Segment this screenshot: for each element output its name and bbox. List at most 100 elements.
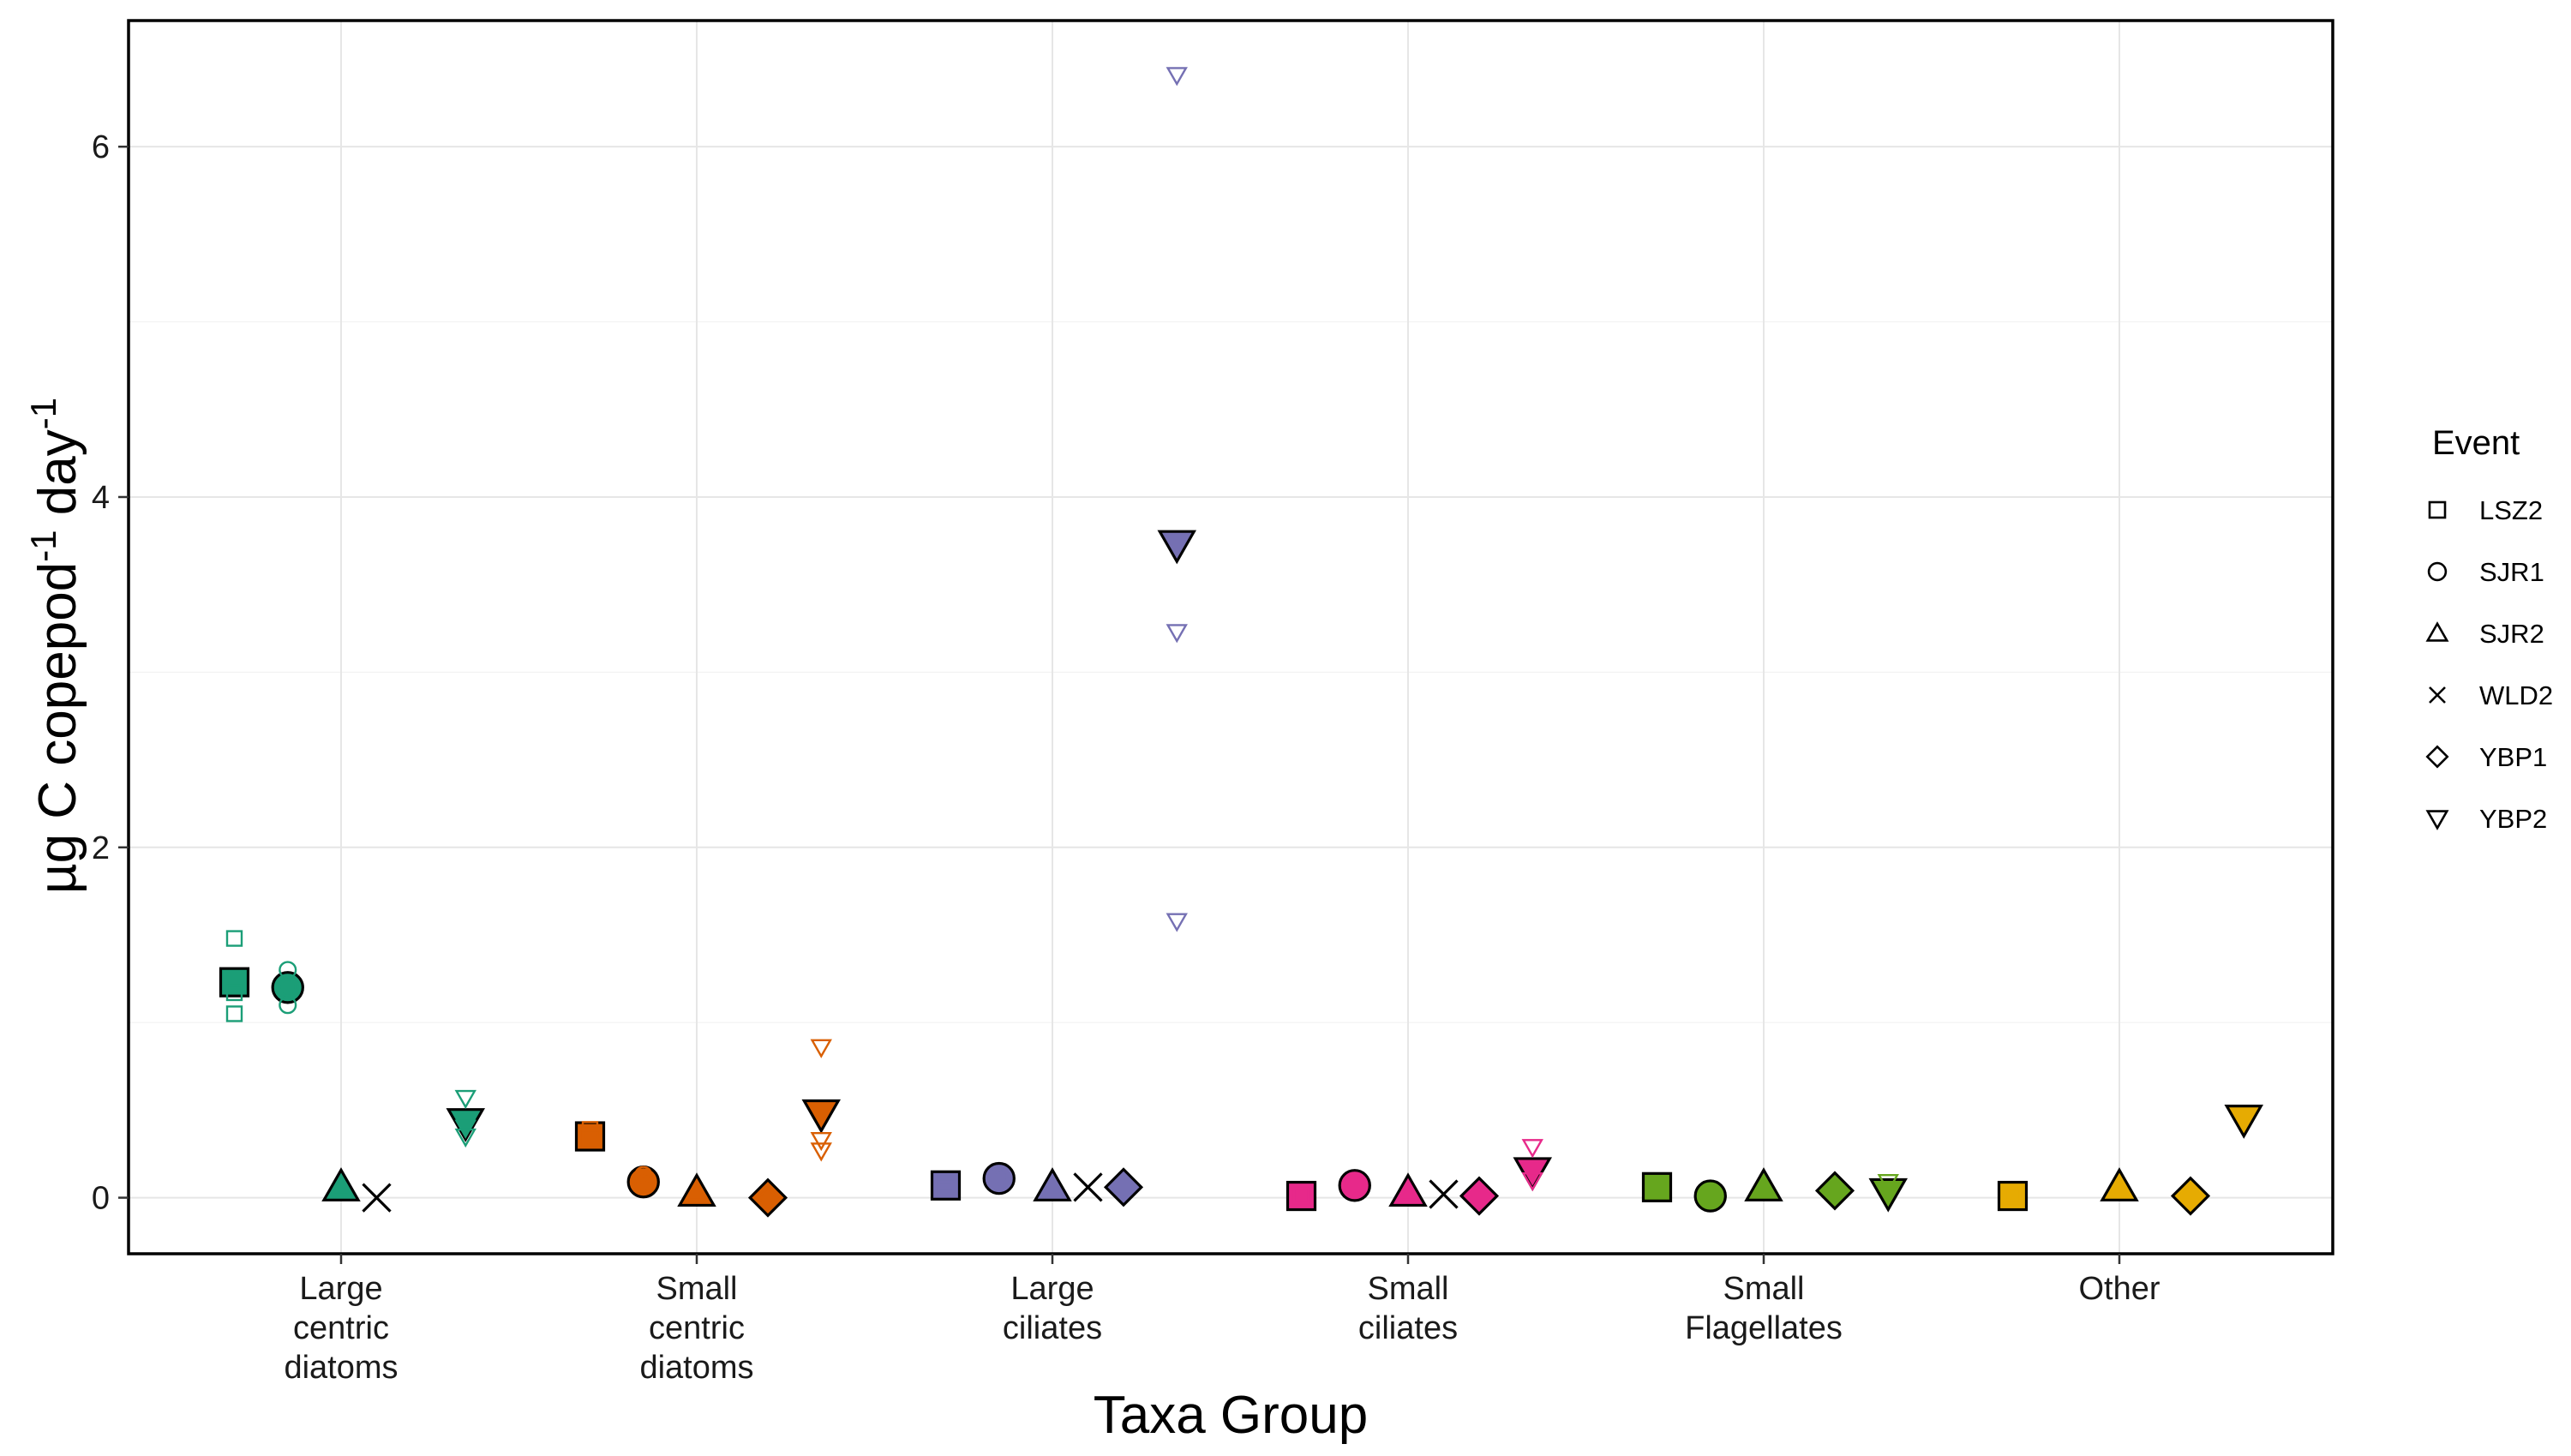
replicate-point (757, 1186, 779, 1209)
replicate-point (1753, 1174, 1775, 1194)
replicate-point (1701, 1186, 1720, 1206)
legend-key-triangle-down-icon (2425, 810, 2449, 830)
y-tick-label: 6 (92, 129, 110, 165)
replicate-point (1468, 1184, 1490, 1207)
y-tick-label: 4 (92, 480, 110, 516)
mean-point (1286, 1180, 1317, 1212)
mean-point (1388, 1172, 1428, 1207)
replicate-point (454, 1089, 476, 1110)
replicate-point (1292, 1187, 1310, 1205)
mean-point (747, 1177, 788, 1218)
mean-point (801, 1099, 842, 1134)
replicate-point (1521, 1139, 1543, 1159)
legend-item: LSZ2 (2428, 495, 2543, 525)
replicate-point (634, 1165, 653, 1184)
mean-point (574, 1121, 606, 1152)
replicate-point (810, 1039, 832, 1058)
mean-point (1641, 1171, 1673, 1202)
mean-point (1429, 1179, 1459, 1209)
y-axis-title-superscript-2: -1 (23, 398, 63, 429)
y-axis-title-superscript-1: -1 (23, 530, 63, 561)
replicate-point (686, 1181, 708, 1201)
replicate-point (1166, 913, 1188, 932)
mean-point (219, 967, 250, 998)
replicate-point (225, 984, 243, 1002)
y-axis-title-main: µg C copepod (28, 562, 87, 894)
mean-point (1073, 1172, 1103, 1202)
replicate-point (1824, 1179, 1846, 1202)
replicate-point (581, 1121, 599, 1138)
x-axis-title: Taxa Group (1094, 1386, 1369, 1445)
legend-label: SJR1 (2479, 557, 2544, 587)
replicate-point (225, 1005, 243, 1022)
legend-key-square-icon (2428, 500, 2447, 519)
legend-label: LSZ2 (2479, 495, 2543, 525)
mean-point (446, 1108, 486, 1142)
replicate-point (1112, 1176, 1135, 1199)
mean-point (982, 1161, 1016, 1195)
legend-item: YBP2 (2425, 804, 2547, 834)
replicate-point (1521, 1171, 1543, 1192)
legend-key-circle-icon (2427, 561, 2448, 582)
replicate-point (1877, 1174, 1899, 1194)
legend-item: WLD2 (2429, 680, 2553, 710)
legend-label: YBP1 (2479, 742, 2547, 772)
mean-point (362, 1183, 392, 1213)
mean-point (321, 1167, 361, 1201)
replicate-point (454, 1128, 476, 1148)
replicate-point (279, 996, 297, 1015)
replicate-point (1877, 1186, 1899, 1206)
legend-label: SJR2 (2479, 619, 2544, 649)
replicate-point (1345, 1176, 1364, 1195)
replicate-point (810, 1131, 832, 1152)
legend: Event LSZ2 SJR1 SJR2 WLD2 YBP1 YBP2 (2425, 424, 2553, 834)
replicate-point (2004, 1187, 2022, 1205)
legend-key-triangle-icon (2425, 621, 2449, 642)
mean-point (1997, 1180, 2029, 1212)
mean-point (930, 1170, 962, 1201)
legend-key-cross-icon (2429, 686, 2446, 704)
y-axis: 0 2 4 6 (92, 129, 129, 1217)
replicate-point (330, 1176, 352, 1195)
mean-point (1103, 1167, 1144, 1207)
y-axis-title: µg C copepod-1 day-1 (23, 398, 88, 894)
x-tick-label: Small Flagellates (1685, 1271, 1843, 1346)
mean-point (1814, 1171, 1855, 1211)
y-tick-label: 0 (92, 1181, 110, 1217)
x-tick-label: Small centric diatoms (639, 1271, 753, 1386)
replicate-point (634, 1174, 653, 1193)
replicate-point (1397, 1181, 1419, 1201)
grid-lines (129, 21, 2333, 1254)
legend-label: WLD2 (2479, 680, 2553, 710)
plot-panel-border (127, 19, 2334, 1255)
replicate-point (279, 978, 297, 997)
legend-item: SJR1 (2427, 557, 2544, 587)
replicate-point (279, 961, 297, 980)
replicate-point (810, 1142, 832, 1162)
mean-point (271, 971, 304, 1004)
replicate-point (1041, 1176, 1064, 1195)
legend-key-diamond-icon (2425, 745, 2449, 769)
mean-point (2170, 1176, 2211, 1216)
replicate-point (2232, 1109, 2255, 1129)
mean-point (1693, 1179, 1727, 1213)
mean-point (2224, 1105, 2264, 1139)
mean-point (1157, 530, 1197, 565)
x-tick-label: Small ciliates (1358, 1271, 1458, 1346)
y-axis-title-mid: day (28, 429, 87, 530)
data-points (219, 67, 2264, 1218)
replicate-point (1166, 624, 1188, 644)
mean-point (677, 1172, 716, 1207)
x-tick-label: Other (2078, 1271, 2160, 1307)
x-axis: Large centric diatoms Small centric diatoms La… (284, 1254, 2160, 1386)
legend-item: YBP1 (2425, 742, 2547, 772)
mean-point (1033, 1167, 1072, 1201)
x-tick-label: Large ciliates (1003, 1271, 1102, 1346)
replicate-point (1166, 67, 1188, 87)
replicate-point (581, 1131, 599, 1148)
legend-title: Event (2432, 424, 2520, 462)
x-tick-label: Large centric diatoms (284, 1271, 398, 1386)
replicate-point (1648, 1182, 1666, 1200)
y-tick-label: 2 (92, 830, 110, 866)
replicate-point (937, 1180, 955, 1198)
